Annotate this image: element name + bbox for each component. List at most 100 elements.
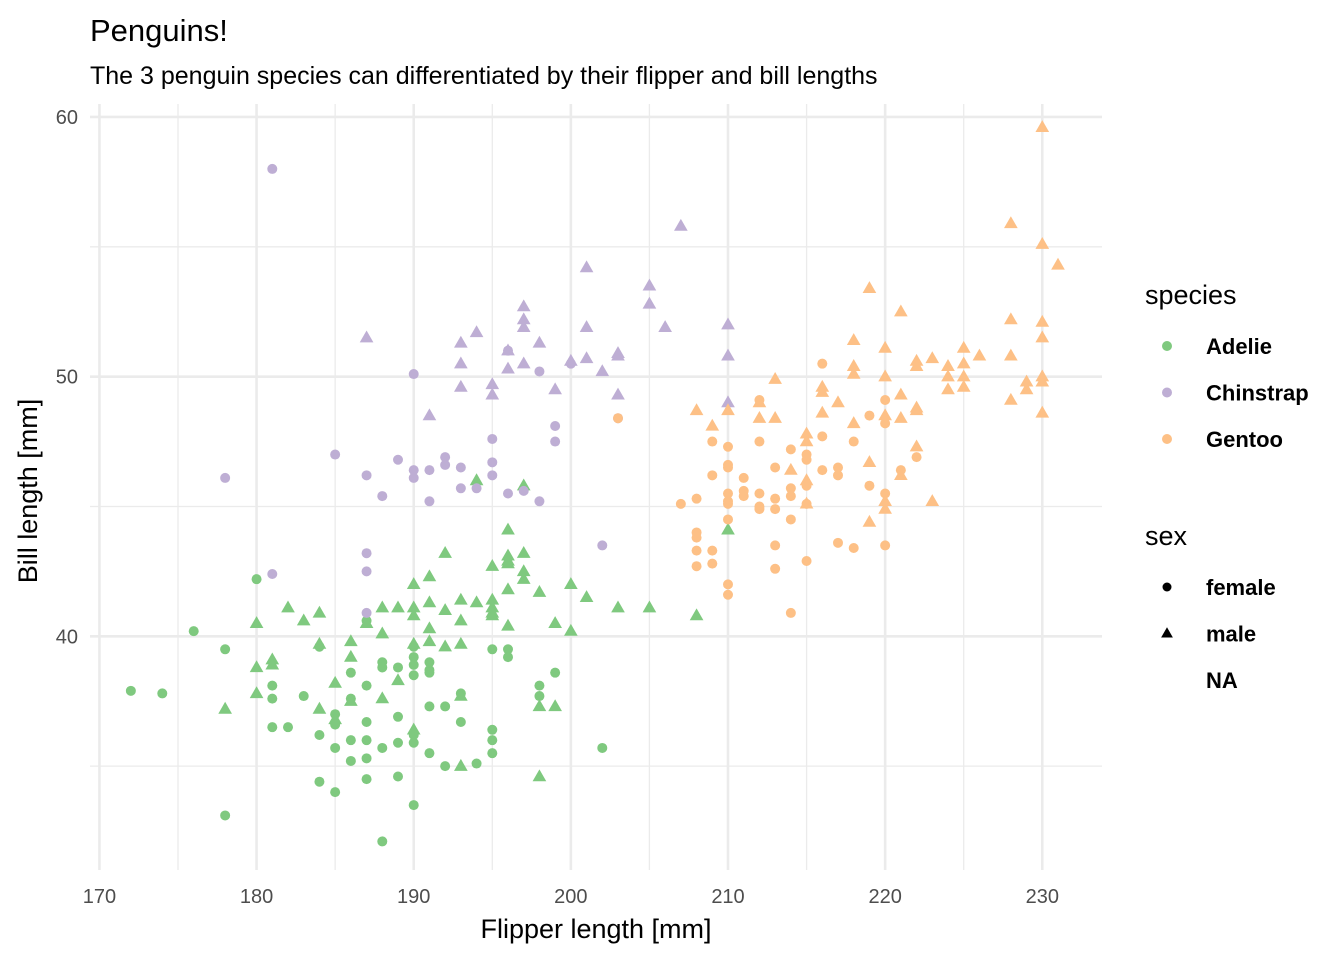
legend-key-female	[1162, 582, 1172, 592]
x-tick-label: 200	[554, 886, 587, 908]
point-adelie-male	[454, 613, 468, 626]
x-tick-label: 220	[868, 886, 901, 908]
point-chinstrap-male	[501, 343, 515, 356]
point-gentoo-female	[785, 607, 796, 618]
y-axis-ticks: 40 50 60	[56, 107, 78, 648]
point-gentoo-male	[1035, 405, 1050, 418]
point-gentoo-male	[815, 385, 830, 397]
point-adelie-male	[375, 626, 390, 639]
point-chinstrap-male	[516, 299, 531, 312]
point-gentoo-female	[691, 493, 702, 504]
point-gentoo-male	[1019, 382, 1034, 395]
point-gentoo-male	[1035, 330, 1050, 343]
legend-species-entries: Adelie Chinstrap Gentoo	[1162, 334, 1309, 452]
point-adelie-female	[361, 680, 372, 691]
point-chinstrap-female	[455, 483, 466, 494]
point-gentoo-female	[723, 498, 733, 509]
grid-lines	[90, 104, 1102, 870]
point-gentoo-male	[972, 348, 987, 361]
point-gentoo-female	[848, 543, 859, 554]
point-chinstrap-male	[579, 320, 594, 332]
legend-species-title: species	[1145, 280, 1237, 310]
point-adelie-female	[220, 644, 231, 655]
y-tick-label: 40	[56, 626, 78, 648]
point-gentoo-male	[878, 340, 892, 353]
point-adelie-female	[534, 680, 545, 691]
point-adelie-female	[424, 748, 435, 759]
point-chinstrap-male	[642, 296, 657, 309]
point-adelie-male	[406, 608, 421, 621]
point-gentoo-male	[1004, 312, 1018, 325]
point-chinstrap-male	[611, 387, 625, 400]
point-adelie-female	[393, 662, 403, 673]
point-adelie-male	[218, 701, 232, 714]
point-adelie-male	[422, 569, 437, 582]
point-gentoo-female	[723, 462, 733, 473]
point-adelie-female	[487, 644, 498, 655]
point-gentoo-male	[752, 395, 767, 408]
point-gentoo-female	[723, 589, 733, 600]
point-chinstrap-male	[595, 364, 610, 377]
point-gentoo-female	[754, 436, 765, 447]
point-gentoo-female	[785, 491, 796, 502]
point-adelie-male	[611, 600, 625, 613]
point-gentoo-male	[846, 333, 861, 345]
point-adelie-male	[406, 600, 421, 613]
legend-label-chinstrap: Chinstrap	[1206, 381, 1309, 406]
point-adelie-male	[501, 522, 515, 535]
point-adelie-female	[220, 810, 231, 821]
point-gentoo-female	[707, 436, 718, 447]
y-axis-title: Bill length [mm]	[13, 399, 43, 584]
point-gentoo-female	[817, 431, 828, 442]
point-gentoo-male	[846, 366, 861, 379]
point-gentoo-male	[909, 439, 924, 452]
point-adelie-male	[454, 592, 468, 605]
point-gentoo-male	[894, 410, 908, 423]
point-gentoo-female	[833, 537, 843, 548]
point-gentoo-male	[878, 369, 892, 382]
point-chinstrap-female	[267, 163, 278, 174]
point-adelie-female	[455, 716, 466, 727]
point-adelie-female	[503, 652, 513, 663]
point-gentoo-male	[1035, 314, 1050, 327]
point-chinstrap-female	[424, 496, 435, 507]
point-chinstrap-female	[393, 454, 403, 465]
point-gentoo-female	[848, 436, 859, 447]
point-gentoo-female	[707, 545, 718, 556]
point-adelie-female	[377, 742, 388, 753]
point-gentoo-female	[723, 441, 733, 452]
point-adelie-male	[454, 688, 468, 701]
point-adelie-female	[283, 722, 293, 733]
point-chinstrap-female	[440, 459, 451, 470]
point-adelie-female	[408, 737, 419, 748]
point-gentoo-female	[864, 480, 875, 491]
legend-sex-title: sex	[1145, 521, 1188, 551]
point-adelie-male	[312, 636, 327, 649]
point-gentoo-male	[846, 416, 861, 429]
point-adelie-male	[422, 595, 437, 608]
point-gentoo-male	[894, 387, 908, 400]
point-adelie-male	[721, 522, 735, 535]
point-adelie-male	[438, 639, 452, 652]
point-adelie-female	[408, 659, 419, 670]
point-gentoo-female	[880, 540, 891, 551]
point-gentoo-female	[770, 493, 781, 504]
point-adelie-male	[344, 634, 358, 647]
point-adelie-female	[188, 626, 199, 637]
point-gentoo-male	[941, 382, 955, 395]
point-adelie-male	[532, 769, 547, 782]
point-adelie-female	[440, 761, 451, 772]
point-gentoo-female	[707, 470, 718, 481]
point-chinstrap-female	[518, 485, 529, 496]
legend-key-chinstrap	[1162, 387, 1172, 398]
point-adelie-male	[422, 621, 437, 634]
point-gentoo-female	[691, 532, 702, 543]
x-axis-ticks: 170 180 190 200 210 220 230	[83, 886, 1059, 908]
point-gentoo-male	[705, 418, 720, 431]
legend-label-gentoo: Gentoo	[1206, 427, 1283, 452]
point-chinstrap-male	[485, 377, 500, 390]
point-adelie-male	[469, 473, 484, 486]
point-chinstrap-male	[579, 260, 594, 273]
point-gentoo-male	[909, 359, 924, 371]
